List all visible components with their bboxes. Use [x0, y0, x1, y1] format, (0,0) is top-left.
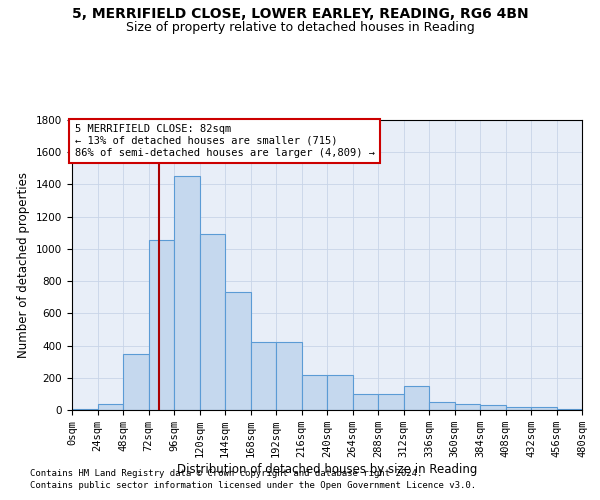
Text: 5 MERRIFIELD CLOSE: 82sqm
← 13% of detached houses are smaller (715)
86% of semi: 5 MERRIFIELD CLOSE: 82sqm ← 13% of detac… [74, 124, 374, 158]
Bar [174, 176, 199, 410]
Bar [429, 402, 455, 410]
Bar [302, 376, 327, 410]
Bar [557, 409, 582, 410]
Text: Size of property relative to detached houses in Reading: Size of property relative to detached ho… [125, 21, 475, 34]
Text: Contains HM Land Registry data © Crown copyright and database right 2024.: Contains HM Land Registry data © Crown c… [30, 468, 422, 477]
Bar [505, 407, 531, 410]
Bar [225, 292, 251, 410]
Bar [531, 407, 557, 410]
Bar [455, 404, 480, 410]
Bar [404, 386, 429, 410]
Bar [276, 342, 302, 410]
Bar [123, 354, 149, 410]
Bar [327, 376, 353, 410]
Bar [149, 240, 174, 410]
Bar [378, 394, 404, 410]
Bar [353, 394, 378, 410]
Text: 5, MERRIFIELD CLOSE, LOWER EARLEY, READING, RG6 4BN: 5, MERRIFIELD CLOSE, LOWER EARLEY, READI… [71, 8, 529, 22]
Text: Contains public sector information licensed under the Open Government Licence v3: Contains public sector information licen… [30, 481, 476, 490]
Y-axis label: Number of detached properties: Number of detached properties [17, 172, 31, 358]
Bar [72, 408, 97, 410]
Bar [97, 404, 123, 410]
Bar [199, 234, 225, 410]
Bar [480, 405, 505, 410]
Bar [251, 342, 276, 410]
X-axis label: Distribution of detached houses by size in Reading: Distribution of detached houses by size … [177, 463, 477, 476]
